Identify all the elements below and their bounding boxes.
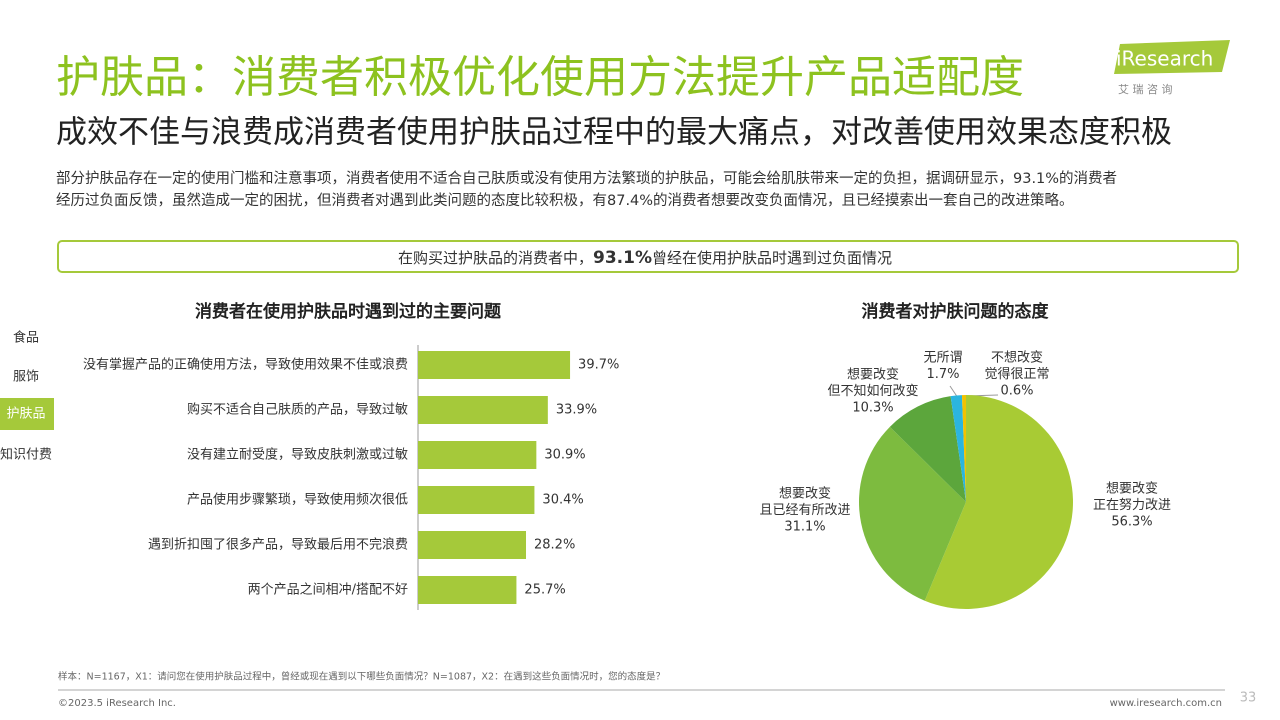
value-label: 30.9% xyxy=(544,448,585,463)
bar xyxy=(418,576,517,604)
nav-active-bg xyxy=(0,398,54,430)
value-label: 28.2% xyxy=(534,538,575,553)
bar xyxy=(418,396,548,424)
category-label: 遇到折扣囤了很多产品，导致最后用不完浪费 xyxy=(148,537,408,553)
pie-slice xyxy=(858,426,966,601)
slice-label: 想要改变 xyxy=(847,367,899,383)
banner: 在购买过护肤品的消费者中，93.1%曾经在使用护肤品时遇到过负面情况 xyxy=(398,248,892,268)
slice-label: 想要改变 xyxy=(779,486,831,502)
pie-slice xyxy=(889,396,966,502)
title: 护肤品：消费者积极优化使用方法提升产品适配度 xyxy=(56,52,1024,103)
chart-title: 消费者在使用护肤品时遇到过的主要问题 xyxy=(195,301,502,322)
subtitle: 成效不佳与浪费成消费者使用护肤品过程中的最大痛点，对改善使用效果态度积极 xyxy=(56,115,1172,151)
bar xyxy=(418,351,571,379)
slice-label: 但不知如何改变 xyxy=(827,383,918,399)
bar xyxy=(418,486,535,514)
slice-label: 想要改变 xyxy=(1106,481,1158,497)
banner-box xyxy=(57,240,1239,273)
page-number: 33 xyxy=(1240,691,1257,706)
slice-label: 不想改变 xyxy=(991,350,1043,366)
slice-label: 正在努力改进 xyxy=(1093,498,1171,513)
pie-slice xyxy=(961,395,966,502)
slice-label: 觉得很正常 xyxy=(984,366,1049,382)
value-label: 30.4% xyxy=(542,493,583,508)
bar xyxy=(418,441,537,469)
slice-label: 且已经有所改进 xyxy=(759,503,850,518)
slice-value: 56.3% xyxy=(1111,515,1152,530)
slice-value: 1.7% xyxy=(926,367,959,382)
value-label: 33.9% xyxy=(556,403,597,418)
category-label: 购买不适合自己肤质的产品，导致过敏 xyxy=(187,402,408,418)
category-label: 没有掌握产品的正确使用方法，导致使用效果不佳或浪费 xyxy=(83,357,408,373)
value-label: 39.7% xyxy=(578,358,619,373)
footnote: 样本：N=1167，X1：请问您在使用护肤品过程中，曾经或现在遇到以下哪些负面情… xyxy=(58,671,665,683)
category-label: 两个产品之间相冲/搭配不好 xyxy=(248,582,408,598)
logo-sub: 艾 瑞 咨 询 xyxy=(1118,82,1173,96)
description: 部分护肤品存在一定的使用门槛和注意事项，消费者使用不适合自己肤质或没有使用方法繁… xyxy=(56,169,1117,187)
slice-label: 无所谓 xyxy=(923,351,962,366)
banner-highlight: 93.1% xyxy=(593,248,652,268)
bar xyxy=(418,531,527,559)
url: www.iresearch.com.cn xyxy=(1110,698,1222,709)
banner-prefix: 在购买过护肤品的消费者中， xyxy=(398,249,593,267)
slice-value: 0.6% xyxy=(1000,384,1033,399)
pie-slice xyxy=(924,395,1073,609)
nav-item[interactable]: 食品 xyxy=(13,330,39,346)
value-label: 25.7% xyxy=(524,583,565,598)
chart-title: 消费者对护肤问题的态度 xyxy=(862,301,1050,322)
nav-item[interactable]: 知识付费 xyxy=(0,447,52,463)
slice-value: 10.3% xyxy=(852,401,893,416)
nav-item[interactable]: 护肤品 xyxy=(6,407,45,422)
copyright: ©2023.5 iResearch Inc. xyxy=(58,698,176,709)
logo-shape xyxy=(1114,40,1230,74)
category-label: 产品使用步骤繁琐，导致使用频次很低 xyxy=(187,492,408,508)
slice-value: 31.1% xyxy=(784,520,825,535)
pie-slice xyxy=(950,395,966,502)
banner-suffix: 曾经在使用护肤品时遇到过负面情况 xyxy=(652,249,892,267)
category-label: 没有建立耐受度，导致皮肤刺激或过敏 xyxy=(187,447,408,463)
logo: iResearch xyxy=(1116,47,1213,71)
description: 经历过负面反馈，虽然造成一定的困扰，但消费者对遇到此类问题的态度比较积极，有87… xyxy=(56,191,1074,209)
nav-item[interactable]: 服饰 xyxy=(13,370,39,385)
